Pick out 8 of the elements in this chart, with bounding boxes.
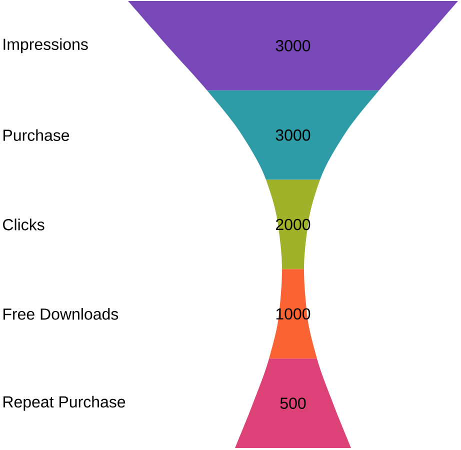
category-label: Impressions: [4, 38, 88, 54]
data-label: 3000: [276, 40, 310, 52]
data-label: 500: [280, 398, 306, 409]
data-label: 3000: [276, 129, 310, 141]
category-label: Purchase: [4, 129, 70, 141]
category-label: Clicks: [3, 218, 44, 230]
category-label: Free Downloads: [4, 308, 118, 320]
category-label: Repeat Purchase: [4, 396, 126, 411]
